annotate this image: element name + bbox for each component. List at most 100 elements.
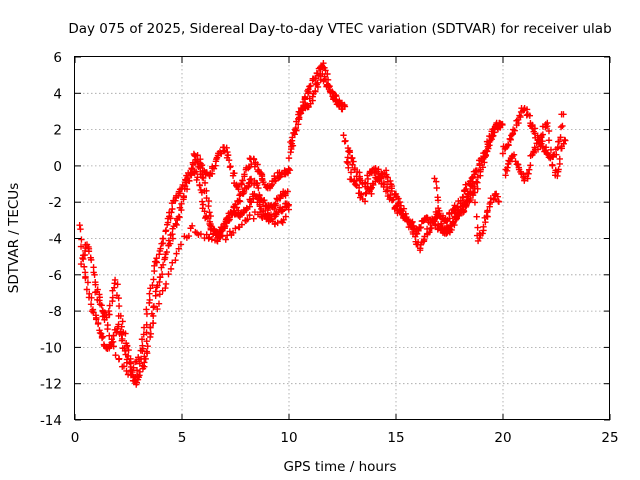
data-point	[82, 274, 89, 282]
data-point	[292, 126, 299, 133]
data-point	[198, 161, 206, 169]
data-point	[238, 181, 245, 188]
data-point	[236, 192, 243, 199]
data-point	[526, 112, 534, 119]
data-point	[268, 181, 276, 189]
data-point	[198, 198, 206, 205]
data-point	[162, 227, 170, 234]
series-trace-i	[431, 174, 503, 245]
data-point	[214, 238, 221, 245]
data-point	[502, 172, 509, 179]
data-point	[474, 185, 481, 193]
data-point	[101, 316, 108, 323]
data-point	[282, 213, 290, 220]
data-point	[78, 236, 85, 243]
data-point	[172, 197, 179, 204]
data-point	[208, 236, 216, 243]
data-point	[459, 194, 467, 201]
data-point	[162, 280, 170, 288]
data-point	[256, 192, 263, 199]
data-point	[471, 189, 479, 196]
data-point	[108, 336, 115, 343]
data-point	[87, 301, 95, 308]
data-point	[200, 174, 207, 182]
x-axis-label: GPS time / hours	[283, 459, 396, 475]
data-point	[320, 59, 327, 67]
data-point	[143, 338, 150, 345]
data-point	[123, 342, 131, 349]
data-point	[76, 222, 83, 229]
data-points	[76, 59, 569, 388]
data-point	[193, 176, 200, 184]
data-point	[448, 210, 455, 217]
data-point	[478, 157, 485, 165]
y-tick-label: 2	[53, 123, 62, 139]
data-point	[426, 229, 433, 236]
data-point	[77, 225, 84, 233]
data-point	[139, 345, 146, 352]
x-tick-label: 25	[601, 430, 618, 446]
data-point	[95, 319, 102, 327]
data-point	[553, 151, 560, 158]
data-point	[250, 156, 258, 163]
data-point	[416, 245, 424, 252]
data-point	[132, 376, 139, 384]
data-point	[169, 205, 176, 213]
data-point	[136, 360, 143, 367]
data-point	[114, 281, 121, 288]
data-point	[169, 230, 176, 238]
data-point	[417, 224, 425, 231]
data-point	[384, 187, 391, 194]
data-point	[162, 284, 169, 292]
data-point	[150, 312, 157, 320]
data-point	[176, 204, 184, 211]
data-point	[361, 198, 369, 205]
data-point	[228, 210, 235, 218]
data-point	[378, 175, 385, 183]
y-tick-label: 0	[53, 159, 62, 175]
data-point	[151, 262, 158, 270]
data-point	[562, 137, 569, 144]
data-point	[452, 214, 459, 221]
data-point	[245, 164, 252, 172]
series-trace-f	[287, 70, 346, 147]
data-point	[224, 151, 232, 159]
data-point	[153, 255, 160, 262]
data-point	[88, 256, 95, 264]
data-point	[236, 213, 244, 221]
data-point	[149, 319, 157, 327]
data-point	[175, 245, 183, 252]
data-point	[88, 294, 95, 302]
data-point	[118, 337, 126, 344]
data-point	[450, 218, 457, 226]
data-point	[557, 134, 564, 141]
series-trace-j	[499, 104, 567, 161]
data-point	[305, 103, 312, 111]
y-tick-label: -14	[40, 413, 62, 429]
data-point	[357, 191, 365, 199]
data-point	[285, 154, 293, 162]
data-point	[147, 324, 154, 331]
data-point	[267, 211, 275, 218]
data-point	[197, 230, 205, 238]
data-point	[433, 184, 440, 192]
data-point	[143, 321, 150, 329]
data-point	[152, 288, 159, 295]
data-point	[205, 202, 212, 210]
data-point	[505, 142, 512, 149]
data-point	[473, 213, 480, 220]
data-point	[92, 289, 99, 296]
data-point	[253, 181, 261, 189]
data-point	[250, 215, 257, 222]
data-point	[482, 152, 489, 160]
data-point	[342, 137, 349, 145]
data-point	[226, 214, 233, 221]
data-point	[480, 223, 487, 230]
data-point	[267, 182, 275, 190]
data-point	[279, 207, 287, 214]
data-point	[555, 138, 563, 145]
data-point	[471, 199, 479, 206]
data-point	[557, 123, 565, 131]
data-point	[98, 302, 105, 309]
